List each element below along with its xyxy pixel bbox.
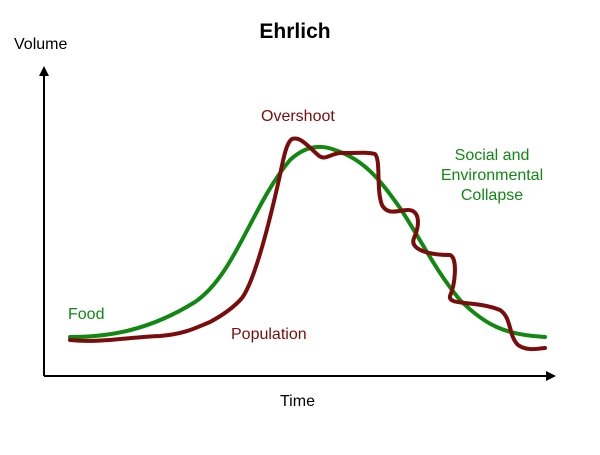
x-axis-label: Time (280, 393, 315, 410)
collapse-label: Social and Environmental Collapse (424, 146, 560, 206)
population-label: Population (231, 326, 307, 343)
population-curve (68, 136, 547, 352)
overshoot-label: Overshoot (261, 108, 335, 125)
food-curve (68, 144, 547, 339)
collapse-label-line: Environmental (440, 167, 544, 184)
chart-title: Ehrlich (259, 20, 331, 43)
food-label: Food (68, 306, 105, 323)
y-axis-label: Volume (14, 36, 68, 53)
collapse-label-line: Collapse (460, 187, 524, 204)
collapse-label-line: Social and (454, 147, 530, 164)
